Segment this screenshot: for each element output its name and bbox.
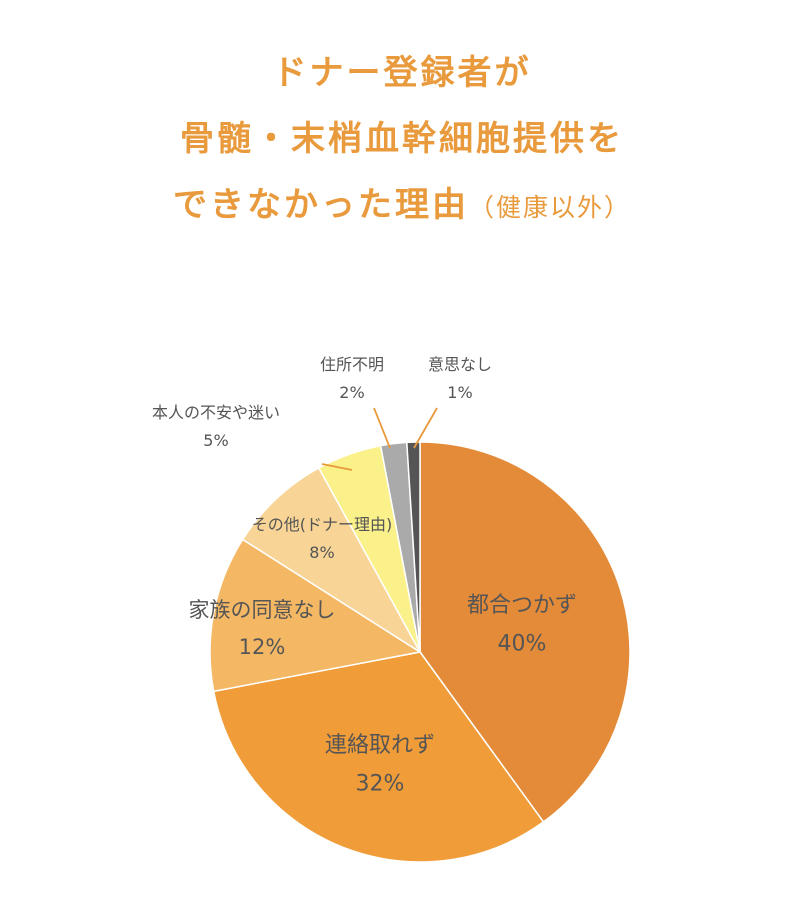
pie-slice-4 [241,466,421,653]
slice-label-5: 本人の不安や迷い [152,403,280,422]
pie-slice-7 [406,441,421,653]
slice-value-label-7: 1% [447,383,472,402]
leader-lines [321,407,438,471]
title-line-3-sub: （健康以外） [468,193,631,222]
slice-label-6: 住所不明 [320,355,384,374]
slice-value-label-5: 5% [203,431,228,450]
slice-label-7: 意思なし [428,355,492,374]
slice-value-label-4: 8% [309,543,334,562]
slice-label-4: その他(ドナー理由) [252,515,393,534]
title-line-1: ドナー登録者が [272,53,532,93]
title-line-3-main: できなかった理由 [172,185,469,225]
slice-label-3: 家族の同意なし [189,598,336,622]
title-line-3: できなかった理由（健康以外） [0,172,804,241]
slice-value-label-2: 32% [356,772,405,797]
leader-line-6 [373,407,391,449]
pie-slices [209,441,631,863]
slice-label-1: 都合つかず [467,593,577,618]
title-line-2: 骨髄・末梢血幹細胞提供を [180,119,624,159]
slice-label-2: 連絡取れず [325,733,435,758]
leader-line-7 [413,407,438,449]
slice-value-label-3: 12% [239,635,286,659]
pie-slice-3 [209,538,423,693]
slice-value-label-1: 40% [498,632,547,657]
pie-slice-2 [212,651,545,863]
chart-title: ドナー登録者が 骨髄・末梢血幹細胞提供を できなかった理由（健康以外） [0,40,804,241]
slice-value-label-6: 2% [339,383,364,402]
slice-labels: 都合つかず 40% 連絡取れず 32% 家族の同意なし 12% その他(ドナー理由) 8% 本人… [152,355,577,797]
pie-slice-1 [419,441,631,823]
leader-line-5 [321,463,353,471]
